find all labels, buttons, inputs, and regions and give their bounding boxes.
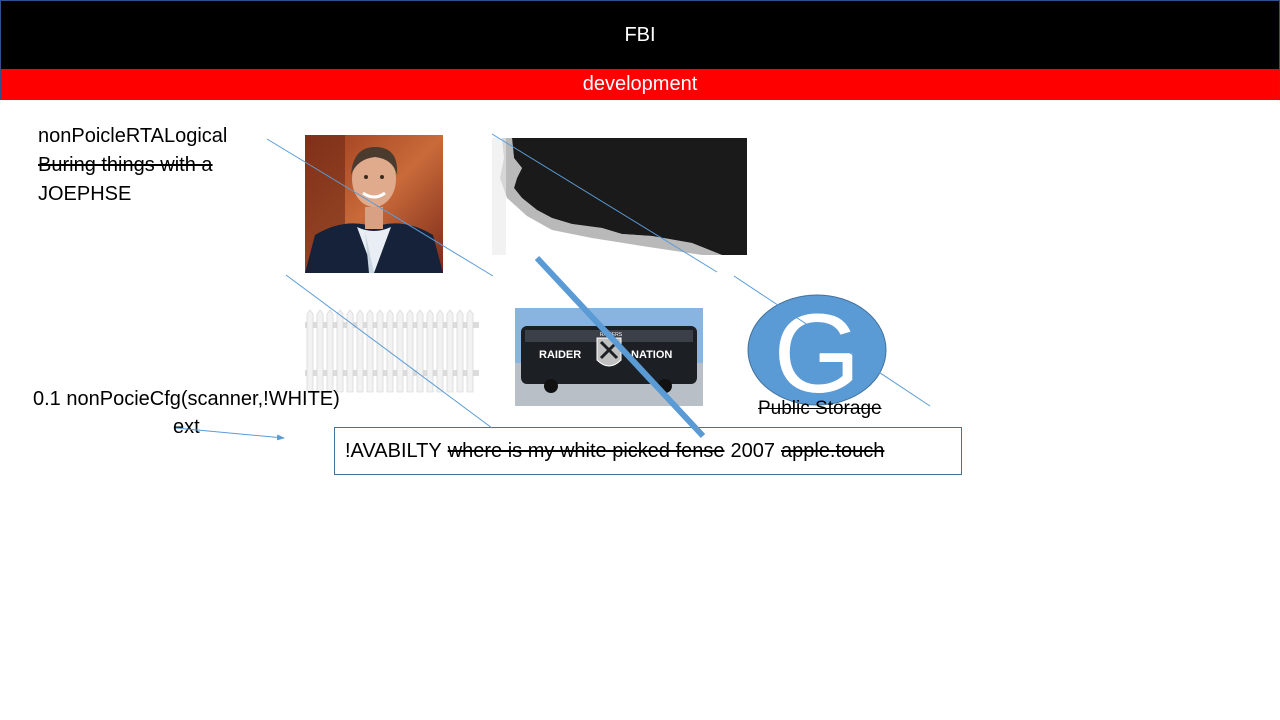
fence-picket [416, 309, 424, 393]
bus-graphic: RAIDERS RAIDER NATION [515, 308, 703, 406]
public-storage-caption: Public Storage [758, 398, 882, 419]
bus-right-text: NATION [631, 349, 672, 361]
notes-text-box[interactable]: nonPoicleRTALogical Buring things with a… [38, 122, 227, 209]
slide-subtitle: development [582, 73, 698, 95]
availability-struck-suffix: apple.touch [781, 439, 885, 462]
availability-text-box[interactable]: !AVABILTY where is my white picked fense… [334, 427, 962, 475]
fence-picket [366, 309, 374, 393]
fence-picket [406, 309, 414, 393]
fence-picket [426, 309, 434, 393]
pixelated-image[interactable] [492, 138, 747, 255]
fence-picket [346, 309, 354, 393]
fence-picket [336, 309, 344, 393]
fence-picket [436, 309, 444, 393]
fence-picket [306, 309, 314, 393]
availability-year: 2007 [730, 439, 776, 462]
fence-picket [466, 309, 474, 393]
public-storage-logo[interactable]: G [747, 291, 887, 416]
slide-title: FBI [624, 23, 656, 46]
g-letter: G [773, 294, 860, 406]
notes-line-2: Buring things with a [38, 154, 213, 176]
bus-badge-text: RAIDERS [600, 332, 623, 338]
fence-picket [396, 309, 404, 393]
fence-picket [356, 309, 364, 393]
raider-nation-bus-image[interactable]: RAIDERS RAIDER NATION [515, 308, 703, 406]
availability-struck-phrase: where is my white picked fense [447, 439, 725, 462]
config-line-1: 0.1 nonPocieCfg(scanner,!WHITE) [33, 388, 340, 410]
notes-line-3: JOEPHSE [38, 183, 132, 205]
portrait-image [305, 135, 443, 273]
portrait-photo[interactable] [305, 135, 443, 273]
picket-fence-graphic [305, 309, 479, 393]
g-logo-icon: G [747, 291, 887, 416]
config-line-2: ext [173, 416, 200, 438]
fence-picket [376, 309, 384, 393]
fence-picket [456, 309, 464, 393]
pixelated-shape [492, 138, 747, 255]
fence-picket [446, 309, 454, 393]
title-bar: FBI [0, 0, 1280, 70]
fence-picket [326, 309, 334, 393]
config-text-box[interactable]: 0.1 nonPocieCfg(scanner,!WHITE) ext [33, 385, 340, 441]
fence-picket [386, 309, 394, 393]
availability-label: !AVABILTY [345, 439, 442, 462]
bus-left-text: RAIDER [539, 349, 581, 361]
subtitle-bar: development [0, 69, 1280, 100]
notes-line-1: nonPoicleRTALogical [38, 125, 228, 147]
picket-fence-image[interactable] [305, 308, 479, 394]
fence-picket [316, 309, 324, 393]
